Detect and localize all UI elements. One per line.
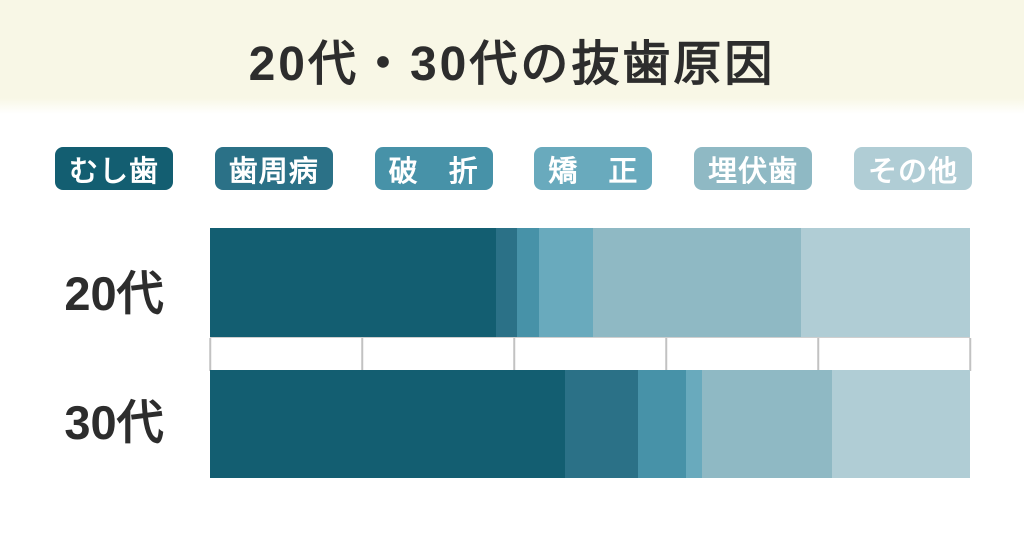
bar-segment (637, 370, 686, 478)
bar-segment (539, 228, 593, 337)
axis-gridline-strip (209, 337, 971, 372)
legend-chip-4: 矯 正 (534, 147, 653, 190)
row-label-20s: 20代 (64, 267, 164, 320)
bar-segment (210, 228, 496, 337)
gridline (209, 338, 211, 371)
gridline (513, 338, 515, 371)
bar-segment (801, 228, 970, 337)
bar-segment (701, 370, 832, 478)
bar-segment (685, 370, 702, 478)
gridline (361, 338, 363, 371)
bar-segment (831, 370, 970, 478)
bar-segment (495, 228, 518, 337)
bar-segment (210, 370, 565, 478)
legend-chip-1: むし歯 (55, 147, 173, 190)
bar-segment (517, 228, 540, 337)
bar-segment (593, 228, 802, 337)
page-title: 20代・30代の抜歯原因 (248, 38, 776, 91)
gridline (969, 338, 971, 371)
gridline (665, 338, 667, 371)
stacked-bar-20s (210, 228, 970, 337)
legend-chip-6: その他 (853, 147, 972, 190)
row-label-30s: 30代 (64, 396, 164, 449)
bar-segment (564, 370, 638, 478)
legend: むし歯 歯周病破 折矯 正埋伏歯 その他 (55, 147, 972, 190)
legend-chip-2: 歯周病 (214, 147, 333, 190)
stacked-bar-30s (210, 370, 970, 478)
title-banner: 20代・30代の抜歯原因 (0, 0, 1024, 114)
legend-chip-3: 破 折 (374, 147, 493, 190)
gridline (817, 338, 819, 371)
legend-chip-5: 埋伏歯 (694, 147, 813, 190)
